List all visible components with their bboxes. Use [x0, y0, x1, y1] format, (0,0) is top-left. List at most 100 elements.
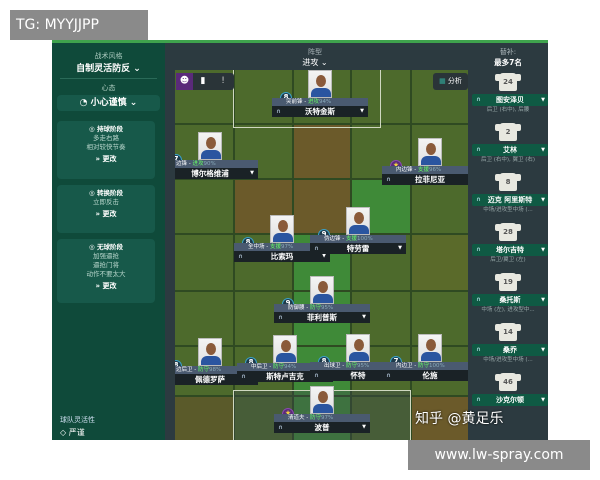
headset-icon: ∩ [386, 372, 391, 379]
style-dropdown[interactable]: 自制灵活防反 ⌄ [52, 61, 165, 74]
headset-icon: ∩ [314, 372, 319, 379]
change-label: 更改 [102, 282, 117, 290]
role-duty: 支援 [270, 244, 282, 250]
player-name[interactable]: ∩伦施▼ [382, 370, 468, 381]
player-name[interactable]: ∩ 沃特金斯 ▼ [272, 106, 368, 117]
subs-limit: 最多7名 [494, 58, 522, 67]
alert-icon[interactable]: ! [221, 76, 225, 86]
player-name[interactable]: ∩ 特劳雷 ▼ [310, 243, 406, 254]
player-role[interactable]: 边后卫 - 防守98% [175, 366, 258, 374]
player-card[interactable]: 7边锋 - 进攻90%∩博尔格维浦▼ [175, 132, 258, 179]
substitute-name[interactable]: ∩ 沙克尔顿 ▼ [472, 394, 548, 406]
player-role[interactable]: 防御腰 - 防守95% [274, 304, 370, 312]
player-card[interactable]: 9 伪边锋 - 支援100% ∩ 特劳雷 ▼ [310, 207, 406, 254]
formation-dropdown[interactable]: 进攻 ⌄ [165, 57, 465, 68]
view-toolbar: ☻ ▮ ! [176, 73, 234, 90]
substitute-item[interactable]: 28 ∩ 塔尔吉特 ▼ 后卫/翼卫 (左) [468, 223, 548, 265]
substitute-item[interactable]: 14 ∩ 桑乔 ▼ 中场/进攻型中场 (... [468, 323, 548, 365]
role-name: 全中场 [248, 244, 265, 250]
player-name[interactable]: ∩拉菲尼亚▼ [382, 174, 468, 185]
headset-icon: ∩ [314, 245, 319, 252]
role-duty: 支援 [418, 167, 430, 173]
dropdown-icon: ▼ [360, 108, 364, 114]
change-button[interactable]: » 更改 [57, 210, 155, 219]
player-role[interactable]: 突前锋 - 进攻94% [272, 98, 368, 106]
headset-icon: ∩ [276, 108, 281, 115]
substitute-item[interactable]: 24 ∩ 图安泽贝 ▼ 后卫 (右中), 后腰 [468, 73, 548, 115]
dropdown-icon: ▼ [322, 253, 326, 259]
player-role[interactable]: 边锋 - 进攻90% [175, 160, 258, 168]
substitute-name[interactable]: ∩ 塔尔吉特 ▼ [472, 244, 548, 256]
phase-icon: ◎ [89, 189, 97, 197]
role-name: 边后卫 [176, 367, 193, 373]
role-suitability: 96% [429, 167, 442, 173]
substitute-positions: 中场/进攻型中场 (... [483, 207, 533, 213]
substitute-name[interactable]: ∩ 艾林 ▼ [472, 144, 548, 156]
fluidity-value[interactable]: ◇ 严谨 [60, 427, 85, 438]
player-role[interactable]: 内边卫 - 防守100% [382, 362, 468, 370]
player-head [426, 143, 436, 155]
player-card[interactable]: 8 突前锋 - 进攻94% ∩ 沃特金斯 ▼ [272, 70, 368, 117]
substitute-name[interactable]: ∩ 迈克 阿里斯特 ▼ [472, 194, 548, 206]
shirt-icon: 19 [495, 273, 521, 291]
player-role[interactable]: 内边锋 - 支援96% [382, 166, 468, 174]
role-separator: - [304, 305, 310, 311]
substitute-item[interactable]: 8 ∩ 迈克 阿里斯特 ▼ 中场/进攻型中场 (... [468, 173, 548, 215]
shirt-icon: 28 [495, 223, 521, 241]
subs-caption: 替补: [499, 48, 517, 56]
headset-icon: ∩ [476, 196, 481, 203]
role-duty: 防守 [418, 363, 430, 369]
substitute-item[interactable]: 46 ∩ 沙克尔顿 ▼ [468, 373, 548, 406]
player-card[interactable]: ★内边锋 - 支援96%∩拉菲尼亚▼ [382, 138, 468, 185]
player-card[interactable]: ★ 清道夫 - 防守97% ∩ 波普 ▼ [274, 386, 370, 433]
shirt-icon: 2 [495, 123, 521, 141]
substitute-item[interactable]: 19 ∩ 桑托斯 ▼ 中场 (左), 进攻型中... [468, 273, 548, 315]
player-head [316, 75, 326, 87]
role-separator: - [302, 99, 308, 105]
change-button[interactable]: » 更改 [57, 155, 155, 164]
player-name-text: 波普 [314, 423, 330, 432]
player-name[interactable]: ∩ 波普 ▼ [274, 422, 370, 433]
player-card[interactable]: 8 全中场 - 支援97% ∩ 比索玛 ▼ [234, 215, 330, 262]
shirt-icon: 46 [495, 373, 521, 391]
analysis-button[interactable]: ▦ 分析 [433, 73, 468, 90]
player-view-icon[interactable]: ☻ [176, 73, 193, 90]
divider [60, 78, 157, 79]
role-separator: - [192, 367, 198, 373]
player-role[interactable]: 出球卫 - 防守95% [310, 362, 406, 370]
player-name-text: 拉菲尼亚 [415, 175, 445, 184]
player-name[interactable]: ∩ 菲利普斯 ▼ [274, 312, 370, 323]
dropdown-icon: ▼ [362, 314, 366, 320]
style-value: 自制灵活防反 [76, 64, 131, 74]
player-photo [198, 338, 222, 366]
role-separator: - [187, 161, 193, 167]
penalty-box [233, 70, 381, 128]
mentality-value: 小心谨慎 [90, 98, 127, 108]
player-name[interactable]: ∩ 比索玛 ▼ [234, 251, 330, 262]
player-card[interactable]: 9 防御腰 - 防守95% ∩ 菲利普斯 ▼ [274, 276, 370, 323]
chevron-down-icon: ⌄ [129, 98, 138, 108]
substitute-name[interactable]: ∩ 桑乔 ▼ [472, 344, 548, 356]
substitute-name[interactable]: ∩ 图安泽贝 ▼ [472, 94, 548, 106]
player-head [278, 220, 288, 232]
mentality-dropdown[interactable]: ◔ 小心谨慎 ⌄ [57, 95, 160, 111]
player-role[interactable]: 清道夫 - 防守97% [274, 414, 370, 422]
substitute-name[interactable]: ∩ 桑托斯 ▼ [472, 294, 548, 306]
chevron-down-icon: ⌄ [320, 58, 328, 67]
player-role[interactable]: 全中场 - 支援97% [234, 243, 330, 251]
pitch-zone [292, 178, 350, 233]
role-name: 突前锋 [286, 99, 303, 105]
player-name-text: 菲利普斯 [307, 313, 337, 322]
player-head [281, 340, 291, 352]
player-role[interactable]: 伪边锋 - 支援100% [310, 235, 406, 243]
headset-icon: ∩ [278, 314, 283, 321]
player-role[interactable]: 中后卫 - 防守94% [237, 363, 333, 371]
change-button[interactable]: » 更改 [57, 282, 155, 291]
bar-chart-icon[interactable]: ▮ [200, 76, 206, 86]
player-name[interactable]: ∩博尔格维浦▼ [175, 168, 258, 179]
substitute-item[interactable]: 2 ∩ 艾林 ▼ 后卫 (右中), 翼卫 (右) [468, 123, 548, 165]
